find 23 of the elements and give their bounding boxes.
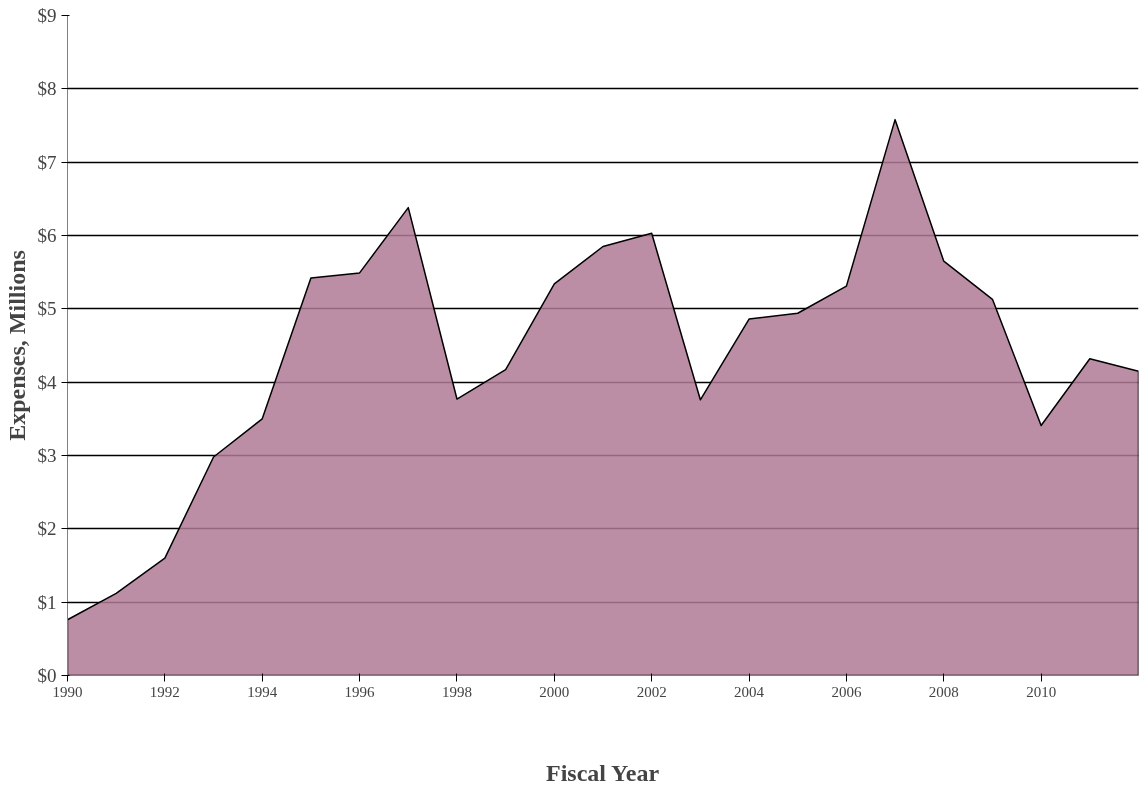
y-tick-label: $8 [37,78,57,100]
y-tick-label: $1 [37,591,57,613]
x-tick-label: 2006 [831,683,862,700]
y-tick-label: $4 [37,371,57,393]
x-tick-label: 2000 [539,683,570,700]
y-tick-label: $6 [37,225,57,246]
y-tick-label: $7 [37,151,57,173]
x-tick-label: 1990 [52,683,83,700]
x-tick-label: 1998 [441,683,472,700]
y-tick-label: $2 [37,518,57,540]
x-tick-label: 1994 [247,683,278,700]
x-tick-label: 1992 [149,683,180,700]
y-tick-label: $9 [37,5,57,26]
y-axis-title: Expenses, Millions [3,250,30,441]
x-tick-label: 2002 [636,683,667,700]
y-tick-label: $3 [37,445,57,466]
x-tick-label: 2008 [928,683,959,700]
y-tick-label: $5 [37,298,57,320]
x-axis-title: Fiscal Year [546,759,660,786]
x-tick-label: 2004 [734,683,765,700]
x-tick-label: 2010 [1026,683,1057,700]
x-tick-label: 1996 [344,683,376,700]
y-tick-label: $0 [37,665,57,686]
